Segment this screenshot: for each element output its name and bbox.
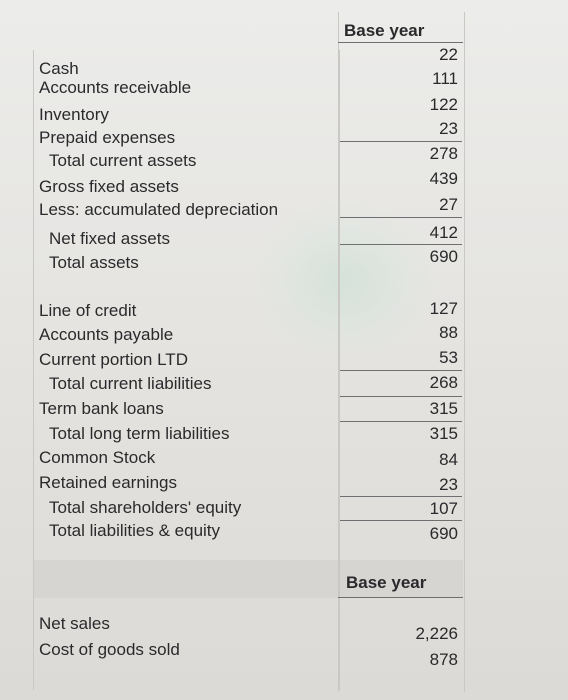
total-rule [340, 244, 462, 245]
subtotal-rule [340, 496, 462, 497]
total-rule [340, 520, 462, 521]
value-row-8: 690 [429, 247, 458, 266]
value-net-sales: 2,226 [415, 624, 458, 643]
label-cash: Cash [39, 59, 79, 78]
label-prepaid-expenses: Prepaid expenses [39, 128, 176, 147]
value-row-6: 27 [439, 195, 458, 214]
subtotal-rule [340, 421, 462, 422]
value-common-stock: 84 [439, 450, 458, 469]
label-accounts-payable: Accounts payable [39, 325, 174, 344]
top-value: 22 [439, 45, 458, 64]
income-header-band [33, 560, 463, 598]
value-row-4: 278 [429, 144, 458, 163]
label-total-shareholders-equity: Total shareholders' equity [49, 498, 242, 517]
label-total-liabilities-equity: Total liabilities & equity [49, 521, 221, 540]
label-total-current-assets: Total current assets [49, 151, 197, 170]
value-accounts-payable: 88 [439, 323, 458, 342]
label-cost-of-goods-sold: Cost of goods sold [39, 640, 180, 659]
value-total-liabilities-equity: 690 [429, 524, 458, 543]
label-net-sales: Net sales [39, 614, 110, 633]
label-accumulated-depreciation: Less: accumulated depreciation [39, 200, 279, 219]
label-total-current-liabilities: Total current liabilities [49, 374, 212, 393]
label-inventory: Inventory [39, 105, 109, 124]
subtotal-rule [340, 370, 462, 371]
balance-sheet-header: Base year [344, 21, 425, 40]
value-line-of-credit: 127 [429, 299, 458, 318]
label-net-fixed-assets: Net fixed assets [49, 229, 170, 248]
label-total-assets: Total assets [49, 253, 139, 272]
subtotal-rule [340, 217, 462, 218]
subtotal-rule [340, 396, 462, 397]
label-term-bank-loans: Term bank loans [39, 399, 164, 418]
header-underline [338, 42, 463, 43]
value-row-7: 412 [429, 223, 458, 242]
value-row-1: 111 [432, 69, 458, 88]
value-total-shareholders-equity: 107 [429, 499, 458, 518]
value-retained-earnings: 23 [439, 475, 458, 494]
value-row-2: 122 [429, 95, 458, 114]
value-current-portion-ltd: 53 [439, 348, 458, 367]
value-row-3: 23 [439, 119, 458, 138]
value-total-current-liabilities: 268 [429, 373, 458, 392]
value-cost-of-goods-sold: 878 [429, 650, 458, 669]
label-retained-earnings: Retained earnings [39, 473, 177, 492]
label-total-long-term-liabilities: Total long term liabilities [49, 424, 230, 443]
value-term-bank-loans: 315 [429, 399, 458, 418]
label-accounts-receivable: Accounts receivable [39, 78, 192, 97]
label-line-of-credit: Line of credit [39, 301, 137, 320]
label-common-stock: Common Stock [39, 448, 156, 467]
label-gross-fixed-assets: Gross fixed assets [39, 177, 179, 196]
label-column [33, 50, 340, 690]
header-underline [338, 597, 463, 598]
value-column [338, 12, 465, 692]
income-statement-header: Base year [346, 573, 427, 592]
label-current-portion-ltd: Current portion LTD [39, 350, 188, 369]
value-total-long-term-liabilities: 315 [429, 424, 458, 443]
value-row-5: 439 [429, 169, 458, 188]
subtotal-rule [340, 141, 462, 142]
